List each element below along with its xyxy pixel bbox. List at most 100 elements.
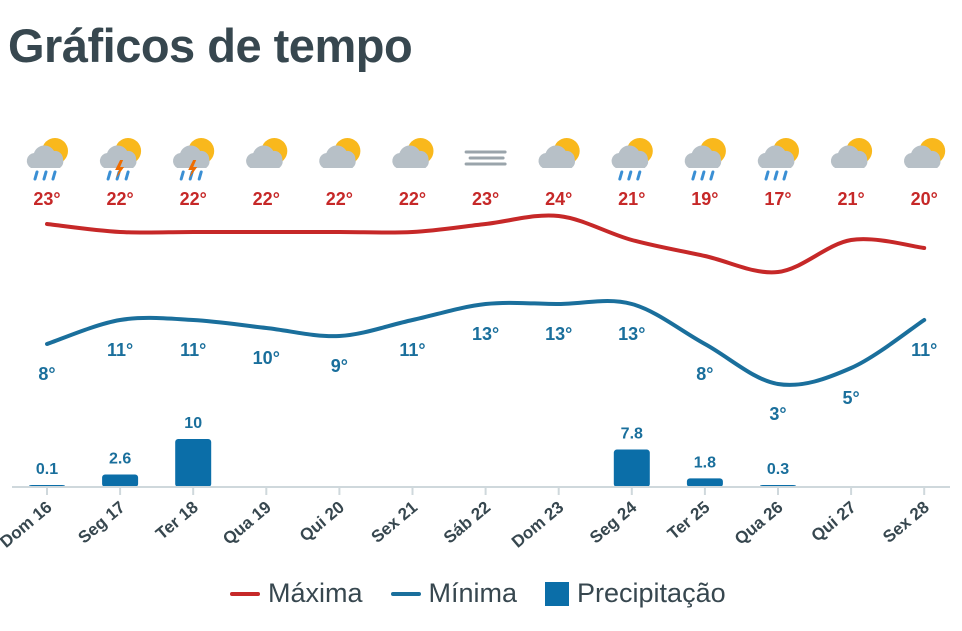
min-temp-label: 13°	[545, 324, 572, 344]
cloud-shape	[99, 145, 137, 168]
max-temp-label: 24°	[545, 189, 572, 209]
lightning-bolt	[115, 160, 125, 178]
sun-cloud-rain-icon	[757, 138, 799, 181]
min-temp-label: 11°	[180, 340, 206, 360]
max-temp-label: 22°	[106, 189, 133, 209]
rain-drop	[782, 170, 788, 181]
max-temp-label: 22°	[180, 189, 207, 209]
cloud-shape	[246, 145, 283, 168]
page-title: Gráficos de tempo	[8, 19, 413, 72]
rain-drop	[42, 170, 48, 181]
cloud-shape	[538, 145, 576, 168]
legend-label-min: Mínima	[428, 578, 518, 608]
sun-cloud-rain-icon	[684, 138, 726, 181]
max-temp-label: 21°	[837, 189, 864, 209]
x-tick-label: Ter 25	[664, 498, 714, 544]
legend-label-max: Máxima	[268, 578, 363, 608]
rain-drop	[179, 170, 185, 181]
precip-label: 2.6	[109, 451, 131, 468]
rain-drop	[124, 170, 130, 181]
min-temp-label: 13°	[472, 324, 499, 344]
lightning-bolt	[188, 160, 198, 178]
legend-item-precip: Precipitação	[545, 578, 726, 609]
max-temp-label: 22°	[253, 189, 280, 209]
min-temp-label: 10°	[253, 348, 280, 368]
x-tick-label: Dom 16	[0, 498, 56, 552]
min-temp-label: 9°	[331, 356, 348, 376]
rain-drop	[627, 170, 633, 181]
cloud-shape	[26, 145, 64, 168]
legend-item-max: Máxima	[230, 578, 363, 609]
precip-label: 1.8	[694, 454, 716, 471]
x-tick-label: Qua 26	[731, 498, 787, 549]
sun-cloud-icon	[538, 138, 580, 168]
max-temp-label: 23°	[33, 189, 60, 209]
cloud-shape	[392, 145, 429, 168]
x-tick-label: Sex 28	[879, 498, 932, 547]
rain-drop	[51, 170, 57, 181]
rain-drop	[764, 170, 770, 181]
max-temp-label: 20°	[911, 189, 938, 209]
legend-swatch-max	[230, 591, 260, 596]
sun-cloud-rain-icon	[611, 138, 653, 181]
x-tick-label: Seg 24	[586, 497, 641, 547]
max-temp-label: 19°	[691, 189, 718, 209]
cloud-shape	[830, 145, 868, 168]
min-temp-label: 11°	[399, 340, 425, 360]
x-tick-label: Sáb 22	[440, 498, 494, 548]
rain-drop	[700, 170, 706, 181]
precip-label: 0.3	[767, 461, 789, 478]
precip-bar	[175, 439, 212, 487]
precip-label: 7.8	[621, 426, 643, 443]
cloud-shape	[903, 145, 941, 168]
precip-label: 0.1	[36, 461, 58, 478]
sun-cloud-icon	[903, 138, 946, 168]
cloud-shape	[319, 145, 356, 168]
precip-bar	[686, 478, 723, 487]
precip-bar	[102, 474, 139, 487]
max-temp-label: 23°	[472, 189, 499, 209]
fog-icon	[464, 150, 507, 166]
x-tick-label: Ter 18	[152, 498, 202, 544]
min-temp-label: 8°	[696, 364, 713, 384]
sun-cloud-icon	[830, 138, 873, 168]
rain-drop	[636, 170, 642, 181]
rain-drop	[773, 170, 779, 181]
legend-label-precip: Precipitação	[577, 578, 726, 608]
rain-drop	[709, 170, 715, 181]
min-temp-label: 3°	[769, 404, 786, 424]
cloud-shape	[684, 145, 722, 168]
min-temp-label: 13°	[618, 324, 645, 344]
x-tick-label: Qui 27	[808, 498, 860, 546]
sun-cloud-icon	[246, 138, 288, 168]
sun-cloud-storm-icon	[172, 138, 215, 181]
sun-cloud-storm-icon	[99, 138, 142, 181]
x-tick-label: Seg 17	[74, 498, 128, 548]
rain-drop	[618, 170, 624, 181]
cloud-shape	[172, 145, 210, 168]
fog-line	[464, 150, 507, 154]
fog-line	[468, 156, 505, 160]
max-temp-label: 21°	[618, 189, 645, 209]
min-temperature-line	[45, 299, 927, 387]
x-tick-label: Dom 23	[508, 498, 567, 552]
max-temp-label: 22°	[326, 189, 353, 209]
cloud-shape	[757, 145, 795, 168]
fog-line	[464, 162, 507, 166]
min-temp-label: 8°	[38, 364, 55, 384]
x-tick-label: Qui 20	[296, 498, 348, 546]
legend-swatch-min	[390, 591, 421, 596]
rain-drop	[197, 170, 203, 181]
min-temp-label: 11°	[911, 340, 937, 360]
x-tick-label: Sex 21	[368, 498, 421, 547]
max-temp-label: 22°	[399, 189, 426, 209]
precip-label: 10	[184, 415, 202, 432]
min-temp-label: 5°	[842, 388, 859, 408]
rain-drop	[106, 170, 112, 181]
rain-drop	[33, 170, 39, 181]
max-temp-label: 17°	[764, 189, 791, 209]
sun-cloud-icon	[392, 138, 434, 168]
min-temp-label: 11°	[107, 340, 133, 360]
sun-cloud-icon	[319, 138, 361, 168]
